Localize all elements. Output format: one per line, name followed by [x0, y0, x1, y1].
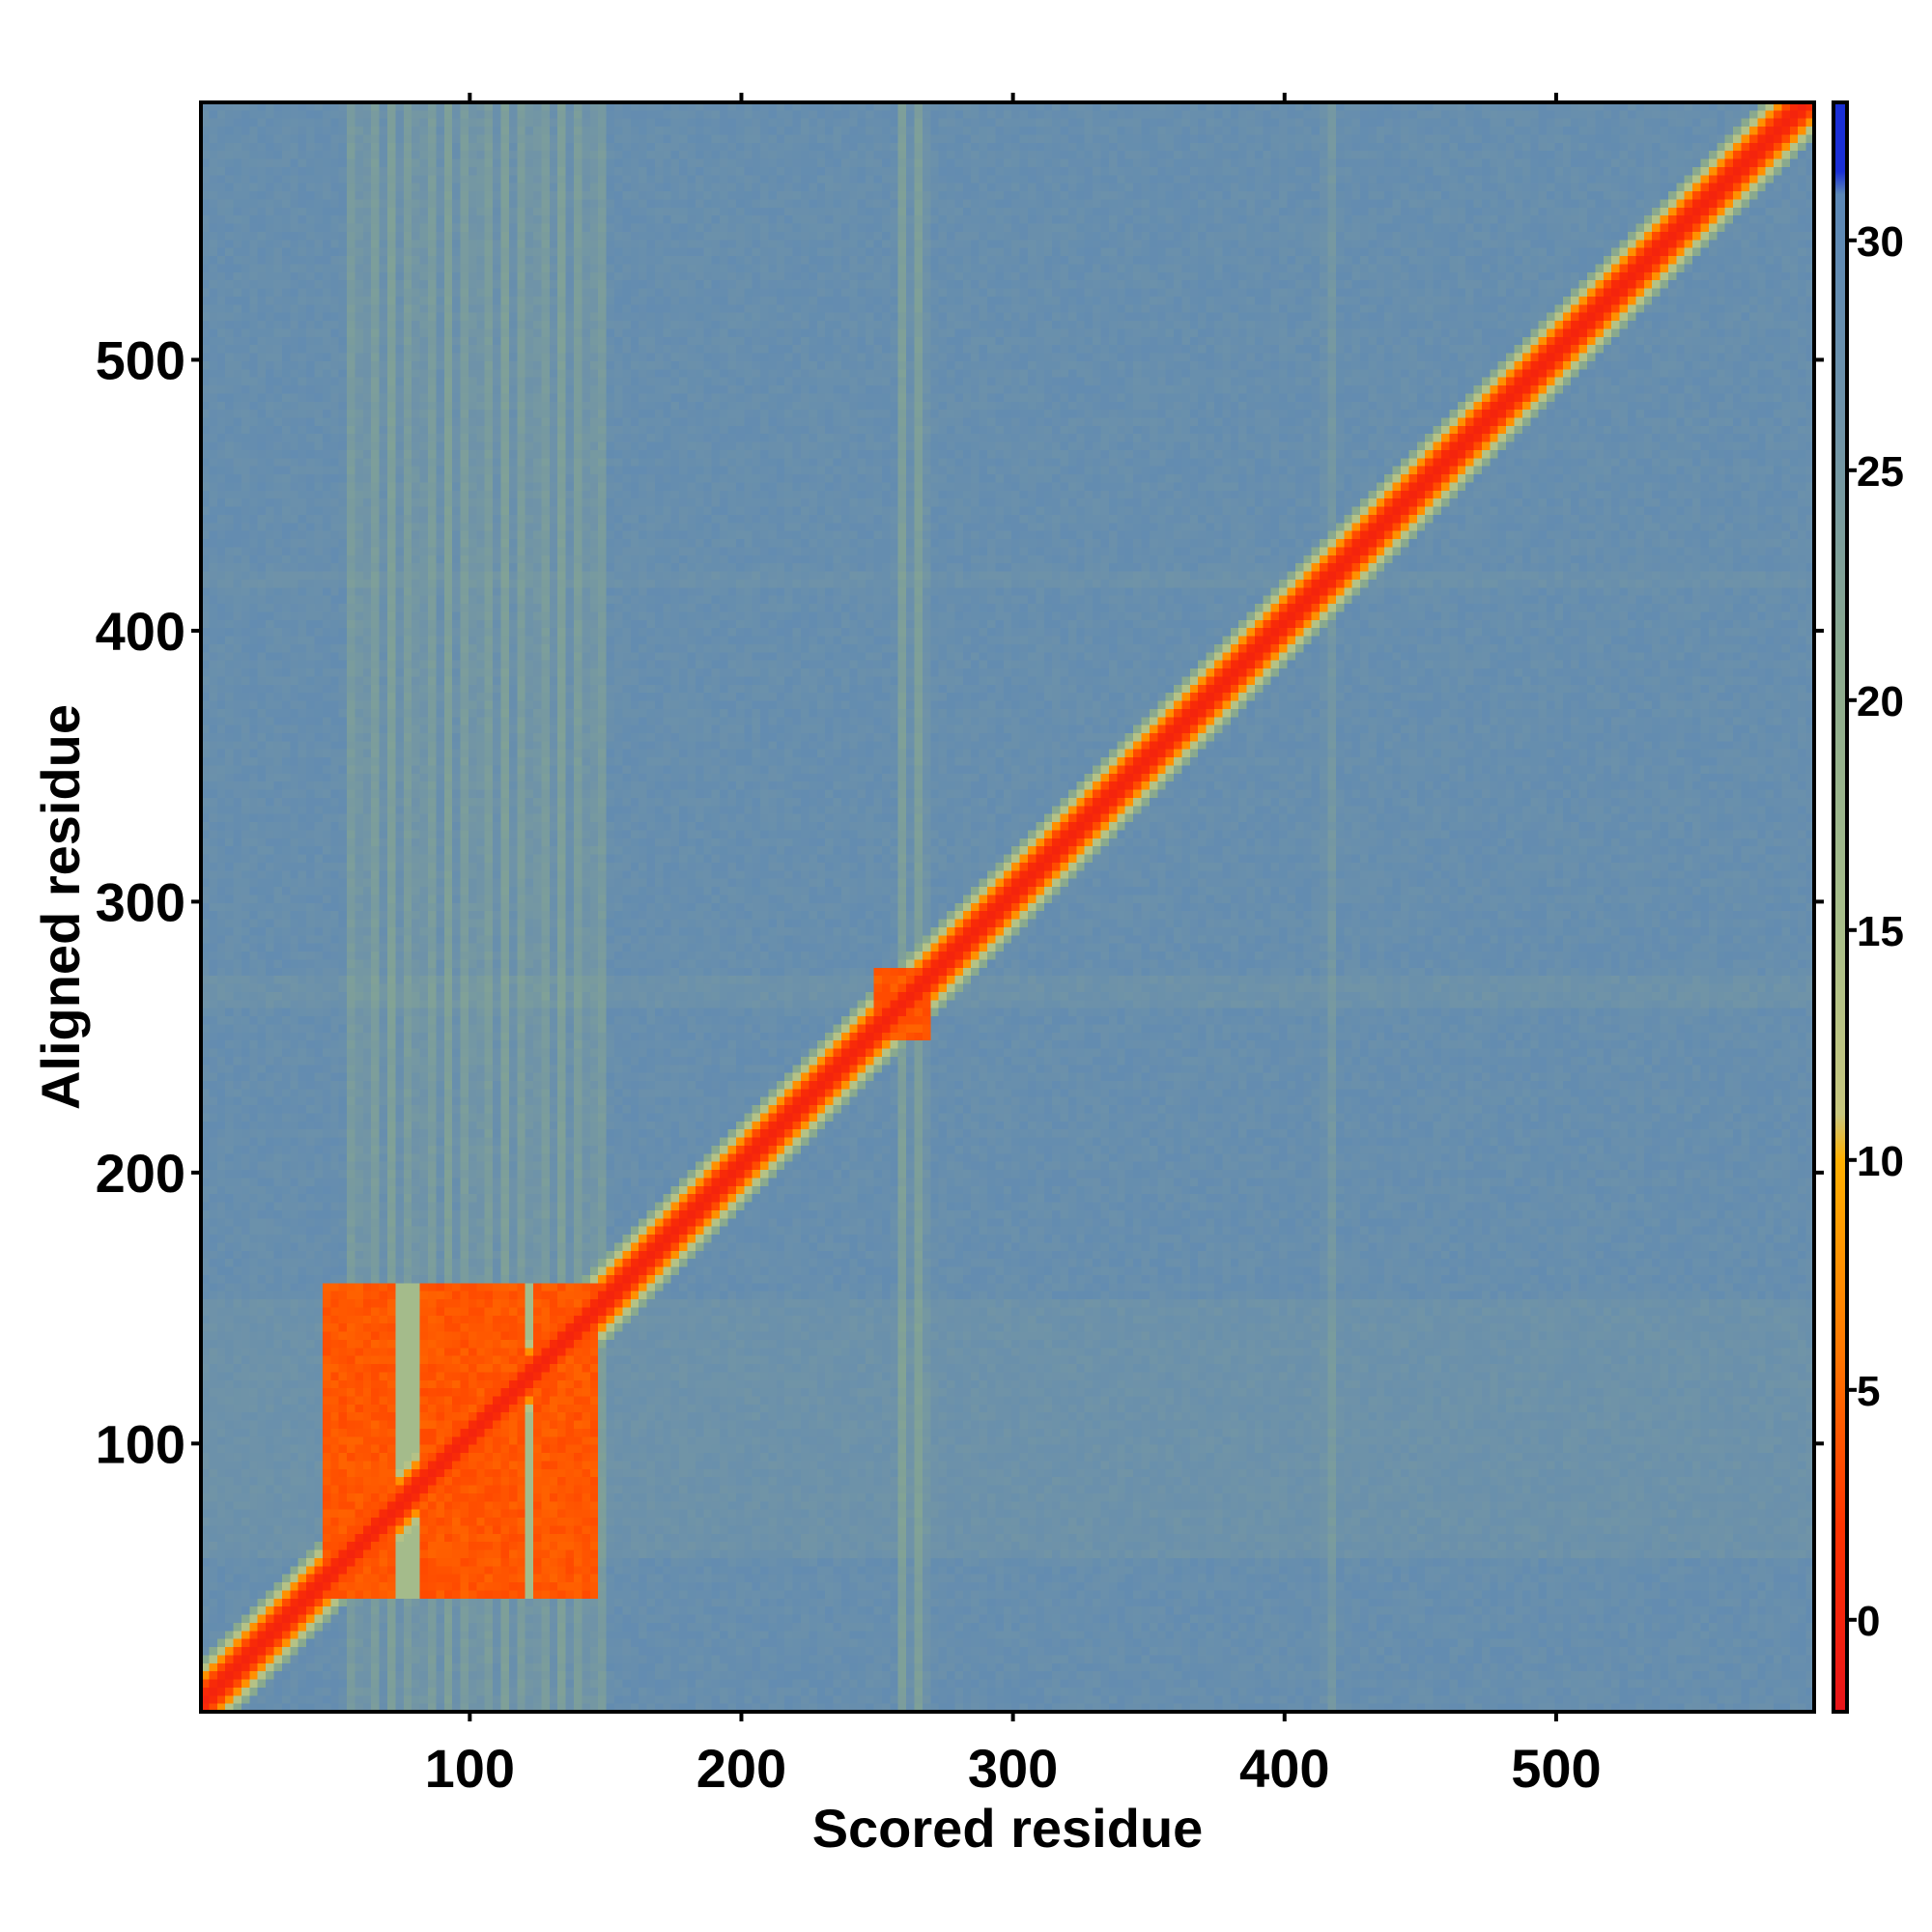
colorbar-tick-label: 25 [1857, 448, 1904, 496]
y-tick-label: 100 [96, 1413, 185, 1474]
y-axis-title: Aligned residue [30, 704, 91, 1110]
y-tick-label: 400 [96, 601, 185, 662]
y-tick-label: 500 [96, 329, 185, 390]
colorbar: 0 5 10 15 20 25 30 [1832, 100, 1904, 1714]
x-tick-label: 400 [1239, 1738, 1329, 1799]
x-tick-label: 500 [1511, 1738, 1601, 1799]
y-tick-label: 200 [96, 1143, 185, 1204]
x-axis-title: Scored residue [812, 1798, 1204, 1859]
x-tick-label: 200 [696, 1738, 786, 1799]
colorbar-tick-label: 10 [1857, 1138, 1904, 1185]
x-tick-label: 300 [968, 1738, 1058, 1799]
y-tick-label: 300 [96, 871, 185, 932]
x-tick-label: 100 [425, 1738, 515, 1799]
colorbar-tick-label: 15 [1857, 908, 1904, 955]
colorbar-tick-label: 5 [1857, 1368, 1880, 1415]
colorbar-gradient [1832, 100, 1849, 1714]
colorbar-tick-label: 20 [1857, 678, 1904, 725]
plot-frame [199, 100, 1816, 1714]
heatmap-cells [201, 102, 1814, 1712]
colorbar-tick-label: 30 [1857, 218, 1904, 266]
heatmap-image [201, 102, 1814, 1712]
axes: 100 200 300 400 500 100 200 300 400 500 [96, 93, 1824, 1799]
colorbar-tick-label: 0 [1857, 1598, 1880, 1645]
